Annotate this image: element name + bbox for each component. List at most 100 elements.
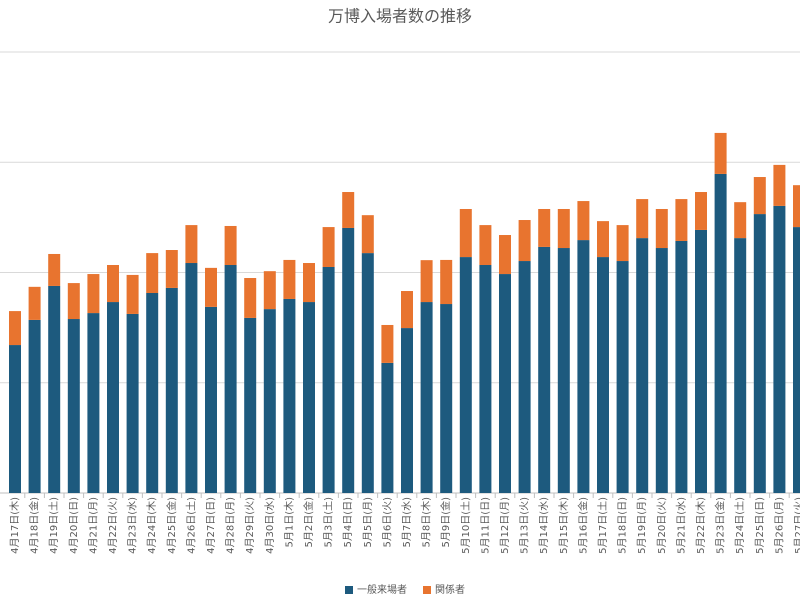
bar-segment [342,227,355,494]
bar-segment [48,253,61,286]
bar-segment [67,319,80,493]
bar-segment [793,185,800,228]
x-tick-label: 5月18日(日) [617,497,629,554]
bar-segment [401,328,413,493]
bar-segment [793,227,800,493]
bar-segment [675,199,688,241]
bar-segment [773,164,786,206]
bar-segment [28,286,41,320]
x-tick-label: 5月4日(日) [342,497,354,548]
x-tick-label: 5月2日(金) [302,497,315,548]
x-tick-label: 4月20日(日) [68,497,80,554]
x-tick-label: 5月1日(木) [283,497,295,548]
bar-segment [322,227,335,267]
bar-segment [557,208,570,249]
x-tick-label: 5月7日(水) [401,497,413,548]
x-tick-label: 4月27日(日) [205,497,217,554]
x-tick-label: 5月25日(日) [754,497,766,554]
bar-segment [126,274,139,314]
bar-segment [753,177,766,215]
bar-segment [146,293,159,493]
bar-segment [361,253,374,493]
bar-segment [9,311,21,346]
bar-segment [636,199,649,239]
bar-segment [518,220,531,262]
bar-segment [420,302,433,493]
bar-segment [420,260,433,303]
bar-segment [381,362,394,493]
bar-segment [479,265,492,493]
x-tick-label: 5月3日(土) [322,497,335,548]
bar-segment [538,208,551,247]
bar-segment [597,221,609,258]
x-tick-label: 5月27日(火) [793,497,800,554]
x-tick-label: 4月21日(月) [87,497,99,554]
x-tick-label: 4月23日(水) [127,497,139,554]
bar-segment [263,271,276,310]
x-tick-label: 5月6日(火) [381,497,393,548]
x-tick-label: 5月22日(木) [695,497,707,554]
bar-segment [9,345,21,493]
bar-segment [283,298,296,493]
legend-swatch [345,586,353,594]
bar-segment [695,229,707,494]
x-tick-label: 5月14日(水) [538,497,550,554]
bar-segment [753,214,766,493]
bar-segment [381,324,394,363]
bar-segment [695,192,707,230]
bar-segment [557,248,570,493]
bar-segment [518,261,531,493]
bar-segment [773,205,786,493]
bar-segment [224,265,237,493]
x-tick-label: 4月17日(木) [9,497,21,554]
bar-segment [459,257,472,493]
bar-segment [224,225,237,266]
bar-segment [185,225,198,264]
x-tick-label: 5月13日(火) [519,497,531,554]
bar-segment [342,192,355,228]
bar-segment [636,238,649,493]
bar-segment [185,263,198,493]
bar-segment [479,225,492,266]
bar-segment [440,304,453,493]
legend-label: 一般来場者 [357,583,407,596]
x-tick-label: 5月11日(日) [479,497,491,554]
x-tick-label: 4月25日(金) [165,497,178,554]
x-tick-label: 5月9日(金) [439,497,452,548]
x-tick-label: 4月18日(金) [28,497,41,554]
bar-segment [616,261,629,493]
legend-swatch [423,586,431,594]
bar-segment [538,246,551,493]
legend-label: 関係者 [435,584,465,596]
x-tick-label: 4月24日(木) [146,497,158,554]
bar-segment [303,263,315,303]
x-tick-label: 5月24日(土) [733,497,746,554]
bar-segment [440,259,453,305]
x-tick-label: 4月30日(水) [264,497,276,554]
bar-segment [263,309,276,493]
x-tick-label: 5月15日(木) [558,497,570,554]
x-tick-label: 5月21日(水) [675,497,687,554]
bar-segment [87,274,100,314]
bar-segment [459,208,472,258]
bar-segment [283,259,296,299]
bar-segment [28,319,41,493]
x-tick-label: 5月23日(金) [714,497,727,554]
bar-segment [205,267,217,307]
bar-segment [734,202,747,239]
bar-segment [322,266,335,493]
bar-segment [165,287,178,493]
x-tick-label: 5月26日(月) [773,497,785,554]
bar-segment [734,238,747,493]
bar-segment [107,302,119,493]
bar-segment [714,132,727,174]
bar-segment [655,208,668,249]
bar-segment [577,201,590,241]
x-tick-label: 4月19日(土) [47,497,60,554]
x-tick-label: 4月22日(火) [107,497,119,554]
bar-segment [48,285,61,493]
bar-segment [165,250,178,288]
x-tick-label: 5月5日(月) [362,497,374,548]
